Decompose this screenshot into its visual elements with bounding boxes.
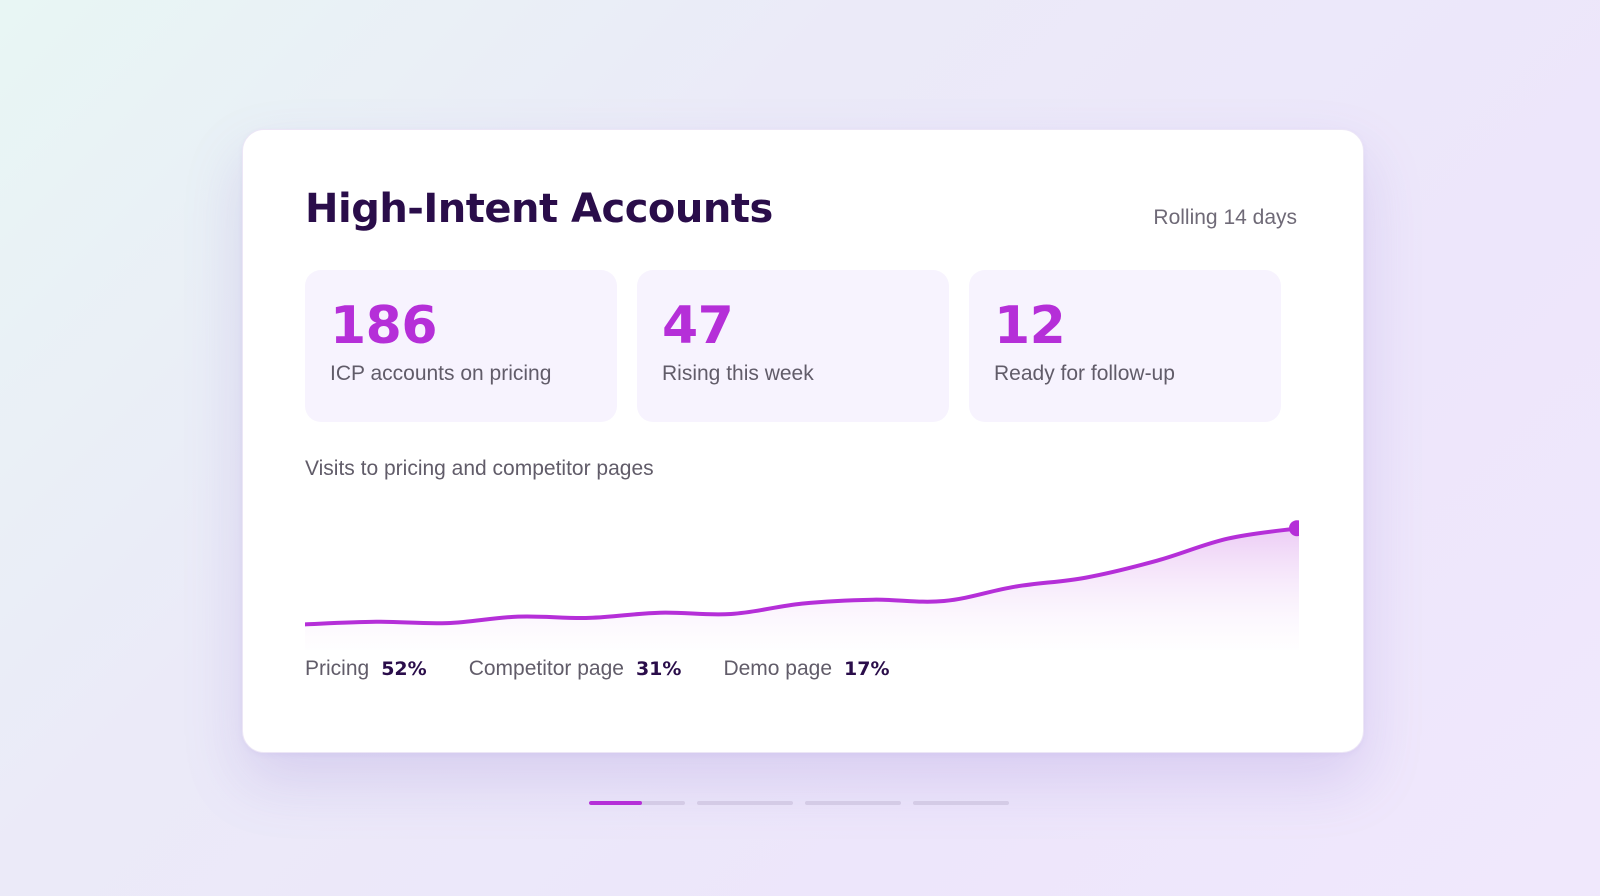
visits-trend-chart — [305, 520, 1299, 650]
kpi-label: Rising this week — [662, 362, 814, 385]
legend-item-competitor-page: Competitor page 31% — [469, 657, 682, 681]
legend-name: Demo page — [723, 657, 833, 680]
legend-value: 31% — [635, 658, 682, 680]
chart-legend: Pricing 52% Competitor page 31% Demo pag… — [305, 657, 890, 681]
kpi-value: 186 — [330, 296, 438, 356]
legend-value: 17% — [844, 658, 890, 680]
kpi-value: 47 — [662, 296, 734, 356]
high-intent-accounts-card: High-Intent Accounts Rolling 14 days 186… — [242, 129, 1364, 753]
legend-name: Competitor page — [468, 657, 624, 680]
card-title: High-Intent Accounts — [305, 186, 773, 232]
kpi-label: ICP accounts on pricing — [330, 362, 552, 385]
slide-pager — [589, 801, 1009, 805]
kpi-rising: 47 Rising this week — [637, 270, 949, 422]
chart-series-line — [305, 526, 1299, 627]
kpi-value: 12 — [994, 296, 1066, 356]
chart-title: Visits to pricing and competitor pages — [305, 457, 654, 480]
kpi-ready: 12 Ready for follow-up — [969, 270, 1281, 422]
kpi-label: Ready for follow-up — [994, 362, 1175, 385]
pager-progress-fill — [589, 801, 642, 805]
pager-segment[interactable] — [913, 801, 1009, 805]
legend-item-pricing: Pricing 52% — [305, 657, 427, 681]
legend-name: Pricing — [305, 657, 370, 680]
chart-endpoint-marker — [1289, 520, 1299, 537]
legend-value: 52% — [381, 658, 427, 680]
kpi-icp-accounts: 186 ICP accounts on pricing — [305, 270, 617, 422]
range-label: Rolling 14 days — [1153, 206, 1297, 229]
pager-segment[interactable] — [589, 801, 685, 805]
legend-item-demo-page: Demo page 17% — [723, 657, 889, 681]
pager-segment[interactable] — [805, 801, 901, 805]
chart-area-fill — [305, 528, 1299, 650]
pager-segment[interactable] — [697, 801, 793, 805]
